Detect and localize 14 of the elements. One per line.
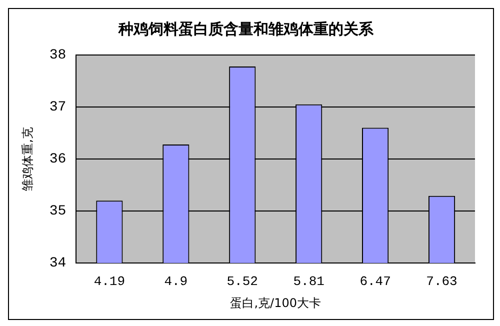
y-tick-label: 36: [49, 152, 66, 168]
chart-title: 种鸡饲料蛋白质含量和雏鸡体重的关系: [118, 20, 374, 38]
x-tick-label: 7.63: [426, 274, 458, 290]
y-tick-label: 35: [49, 204, 66, 220]
x-tick-label: 5.52: [226, 274, 258, 290]
y-axis-title: 雏鸡体重,克: [20, 127, 34, 191]
y-tick-label: 34: [49, 256, 66, 272]
x-tick-label: 4.19: [94, 274, 126, 290]
x-tick-label: 4.9: [164, 274, 188, 290]
y-tick-label: 37: [49, 100, 66, 116]
x-tick-label: 5.81: [293, 274, 325, 290]
x-tick-label: 6.47: [360, 274, 391, 290]
y-tick-label: 38: [49, 48, 66, 64]
x-axis-title: 蛋白,克/100大卡: [230, 296, 321, 310]
